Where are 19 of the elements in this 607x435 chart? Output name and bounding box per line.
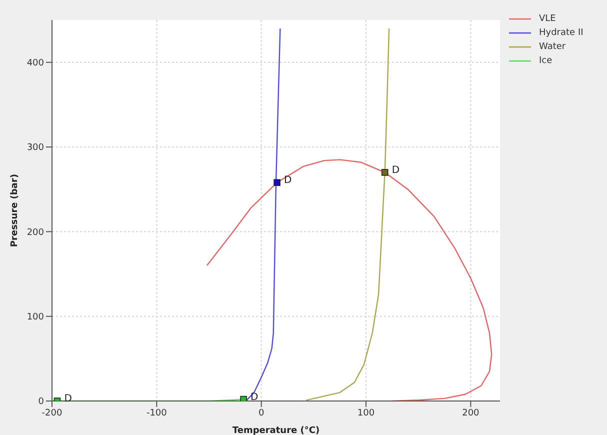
legend-label: Hydrate II	[539, 28, 584, 38]
x-tick-label: 0	[258, 408, 264, 418]
legend-label: Ice	[539, 56, 552, 66]
legend-label: Water	[539, 42, 566, 52]
y-tick-label: 400	[26, 58, 44, 69]
x-tick-label: 200	[462, 408, 480, 418]
x-tick-label: 100	[357, 408, 375, 418]
legend-label: VLE	[539, 14, 556, 24]
y-axis-title: Pressure (bar)	[10, 174, 20, 248]
annotation: D	[284, 175, 292, 186]
annotation: D	[392, 164, 400, 176]
annotation: D	[250, 392, 259, 403]
x-tick-label: -100	[146, 408, 168, 418]
y-tick-label: 0	[38, 397, 44, 408]
y-tick-label: 200	[26, 228, 44, 238]
x-axis-title: Temperature (°C)	[232, 426, 320, 435]
x-tick-label: -200	[42, 408, 62, 418]
y-tick-label: 300	[26, 143, 44, 154]
y-tick-label: 100	[26, 312, 44, 323]
